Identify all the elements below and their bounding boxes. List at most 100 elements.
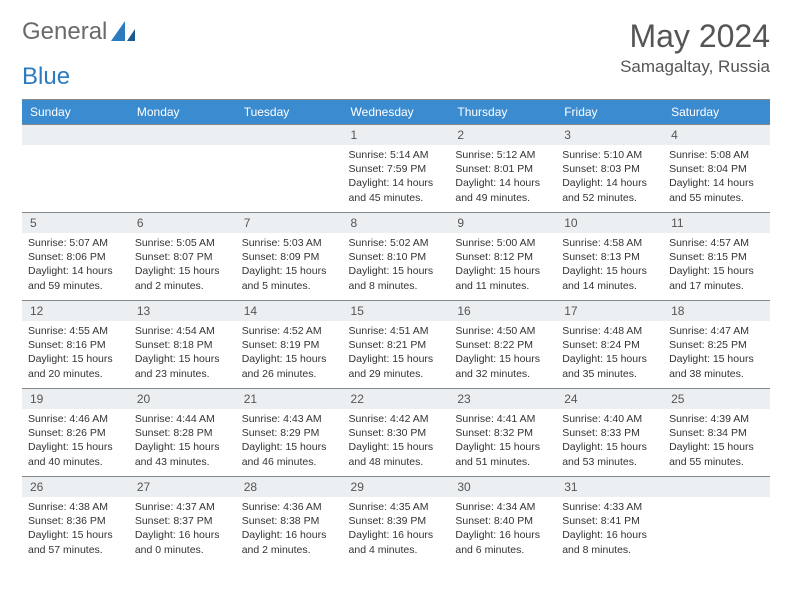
day-number: 24 [556,389,663,409]
day-details: Sunrise: 5:00 AMSunset: 8:12 PMDaylight:… [449,233,556,298]
calendar-day-cell: 2Sunrise: 5:12 AMSunset: 8:01 PMDaylight… [449,125,556,213]
day-details: Sunrise: 5:05 AMSunset: 8:07 PMDaylight:… [129,233,236,298]
calendar-day-cell: 5Sunrise: 5:07 AMSunset: 8:06 PMDaylight… [22,213,129,301]
logo-text-1: General [22,18,107,46]
calendar-week-row: 12Sunrise: 4:55 AMSunset: 8:16 PMDayligh… [22,301,770,389]
day-details: Sunrise: 4:50 AMSunset: 8:22 PMDaylight:… [449,321,556,386]
calendar-day-cell: 6Sunrise: 5:05 AMSunset: 8:07 PMDaylight… [129,213,236,301]
day-number: 26 [22,477,129,497]
calendar-day-cell: 14Sunrise: 4:52 AMSunset: 8:19 PMDayligh… [236,301,343,389]
calendar-week-row: 5Sunrise: 5:07 AMSunset: 8:06 PMDaylight… [22,213,770,301]
day-number: 18 [663,301,770,321]
calendar-day-cell: 1Sunrise: 5:14 AMSunset: 7:59 PMDaylight… [343,125,450,213]
calendar-week-row: 26Sunrise: 4:38 AMSunset: 8:36 PMDayligh… [22,477,770,565]
day-details: Sunrise: 4:55 AMSunset: 8:16 PMDaylight:… [22,321,129,386]
calendar-day-cell: 29Sunrise: 4:35 AMSunset: 8:39 PMDayligh… [343,477,450,565]
day-details: Sunrise: 5:02 AMSunset: 8:10 PMDaylight:… [343,233,450,298]
day-number [22,125,129,145]
calendar-day-cell: 31Sunrise: 4:33 AMSunset: 8:41 PMDayligh… [556,477,663,565]
calendar-day-cell: 9Sunrise: 5:00 AMSunset: 8:12 PMDaylight… [449,213,556,301]
day-details: Sunrise: 4:34 AMSunset: 8:40 PMDaylight:… [449,497,556,562]
day-number: 9 [449,213,556,233]
day-details: Sunrise: 4:51 AMSunset: 8:21 PMDaylight:… [343,321,450,386]
logo-sail-icon [111,21,137,43]
day-number: 23 [449,389,556,409]
day-number [663,477,770,497]
day-details: Sunrise: 4:37 AMSunset: 8:37 PMDaylight:… [129,497,236,562]
calendar-day-cell: 22Sunrise: 4:42 AMSunset: 8:30 PMDayligh… [343,389,450,477]
day-number: 4 [663,125,770,145]
calendar-day-cell [236,125,343,213]
weekday-header: Wednesday [343,100,450,125]
weekday-header: Thursday [449,100,556,125]
day-details: Sunrise: 4:36 AMSunset: 8:38 PMDaylight:… [236,497,343,562]
day-number [236,125,343,145]
weekday-header-row: SundayMondayTuesdayWednesdayThursdayFrid… [22,100,770,125]
day-details: Sunrise: 4:43 AMSunset: 8:29 PMDaylight:… [236,409,343,474]
day-details: Sunrise: 4:58 AMSunset: 8:13 PMDaylight:… [556,233,663,298]
calendar-day-cell: 18Sunrise: 4:47 AMSunset: 8:25 PMDayligh… [663,301,770,389]
logo: General [22,18,137,46]
calendar-day-cell: 24Sunrise: 4:40 AMSunset: 8:33 PMDayligh… [556,389,663,477]
day-number: 11 [663,213,770,233]
day-number: 17 [556,301,663,321]
day-details: Sunrise: 5:07 AMSunset: 8:06 PMDaylight:… [22,233,129,298]
day-number: 6 [129,213,236,233]
day-number: 20 [129,389,236,409]
calendar-week-row: 1Sunrise: 5:14 AMSunset: 7:59 PMDaylight… [22,125,770,213]
day-details: Sunrise: 5:12 AMSunset: 8:01 PMDaylight:… [449,145,556,210]
day-number: 31 [556,477,663,497]
day-number [129,125,236,145]
title-block: May 2024 Samagaltay, Russia [620,18,770,77]
calendar-day-cell: 19Sunrise: 4:46 AMSunset: 8:26 PMDayligh… [22,389,129,477]
calendar-day-cell [22,125,129,213]
logo-text-2: Blue [22,63,70,91]
calendar-day-cell: 28Sunrise: 4:36 AMSunset: 8:38 PMDayligh… [236,477,343,565]
day-details: Sunrise: 4:54 AMSunset: 8:18 PMDaylight:… [129,321,236,386]
day-number: 5 [22,213,129,233]
calendar-day-cell: 16Sunrise: 4:50 AMSunset: 8:22 PMDayligh… [449,301,556,389]
calendar-day-cell: 26Sunrise: 4:38 AMSunset: 8:36 PMDayligh… [22,477,129,565]
calendar-day-cell: 3Sunrise: 5:10 AMSunset: 8:03 PMDaylight… [556,125,663,213]
location: Samagaltay, Russia [620,57,770,77]
day-details: Sunrise: 5:03 AMSunset: 8:09 PMDaylight:… [236,233,343,298]
calendar-day-cell: 12Sunrise: 4:55 AMSunset: 8:16 PMDayligh… [22,301,129,389]
day-number: 29 [343,477,450,497]
day-details: Sunrise: 4:39 AMSunset: 8:34 PMDaylight:… [663,409,770,474]
day-details: Sunrise: 4:44 AMSunset: 8:28 PMDaylight:… [129,409,236,474]
calendar-day-cell [663,477,770,565]
month-title: May 2024 [620,18,770,55]
weekday-header: Monday [129,100,236,125]
calendar-day-cell: 20Sunrise: 4:44 AMSunset: 8:28 PMDayligh… [129,389,236,477]
calendar-day-cell: 8Sunrise: 5:02 AMSunset: 8:10 PMDaylight… [343,213,450,301]
day-details: Sunrise: 4:41 AMSunset: 8:32 PMDaylight:… [449,409,556,474]
calendar-day-cell: 30Sunrise: 4:34 AMSunset: 8:40 PMDayligh… [449,477,556,565]
calendar-day-cell: 27Sunrise: 4:37 AMSunset: 8:37 PMDayligh… [129,477,236,565]
day-details: Sunrise: 4:52 AMSunset: 8:19 PMDaylight:… [236,321,343,386]
day-details: Sunrise: 4:48 AMSunset: 8:24 PMDaylight:… [556,321,663,386]
calendar-day-cell: 7Sunrise: 5:03 AMSunset: 8:09 PMDaylight… [236,213,343,301]
day-details: Sunrise: 4:46 AMSunset: 8:26 PMDaylight:… [22,409,129,474]
day-details: Sunrise: 4:47 AMSunset: 8:25 PMDaylight:… [663,321,770,386]
calendar-day-cell: 23Sunrise: 4:41 AMSunset: 8:32 PMDayligh… [449,389,556,477]
weekday-header: Friday [556,100,663,125]
day-number: 8 [343,213,450,233]
calendar-table: SundayMondayTuesdayWednesdayThursdayFrid… [22,99,770,565]
calendar-day-cell: 21Sunrise: 4:43 AMSunset: 8:29 PMDayligh… [236,389,343,477]
calendar-day-cell: 11Sunrise: 4:57 AMSunset: 8:15 PMDayligh… [663,213,770,301]
weekday-header: Saturday [663,100,770,125]
day-number: 28 [236,477,343,497]
day-number: 12 [22,301,129,321]
day-number: 1 [343,125,450,145]
day-details: Sunrise: 4:38 AMSunset: 8:36 PMDaylight:… [22,497,129,562]
calendar-body: 1Sunrise: 5:14 AMSunset: 7:59 PMDaylight… [22,125,770,565]
day-number: 16 [449,301,556,321]
day-number: 25 [663,389,770,409]
day-details: Sunrise: 5:14 AMSunset: 7:59 PMDaylight:… [343,145,450,210]
day-number: 22 [343,389,450,409]
calendar-day-cell: 13Sunrise: 4:54 AMSunset: 8:18 PMDayligh… [129,301,236,389]
day-details: Sunrise: 4:57 AMSunset: 8:15 PMDaylight:… [663,233,770,298]
day-number: 15 [343,301,450,321]
calendar-week-row: 19Sunrise: 4:46 AMSunset: 8:26 PMDayligh… [22,389,770,477]
day-number: 7 [236,213,343,233]
